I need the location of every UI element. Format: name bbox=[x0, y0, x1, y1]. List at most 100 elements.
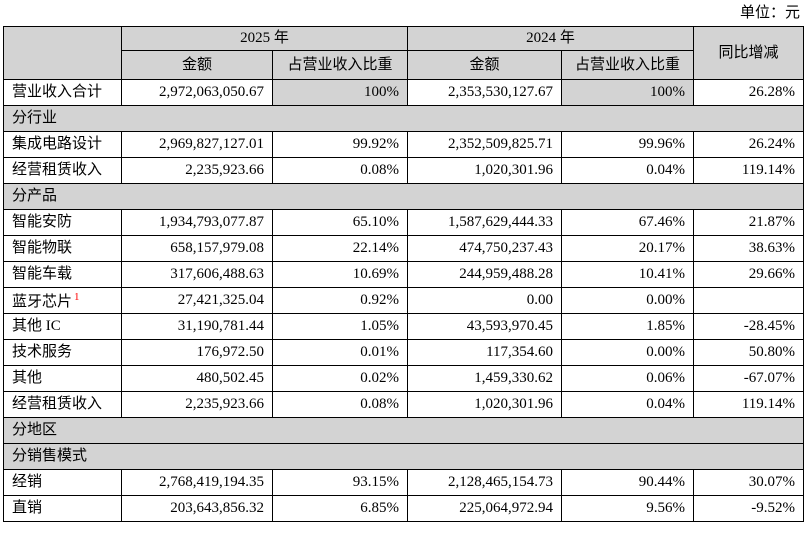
section-row: 分地区 bbox=[2, 417, 805, 444]
row-label: 其他 IC bbox=[3, 313, 122, 340]
pct-2024-cell: 0.06% bbox=[561, 365, 695, 392]
pct-2024-cell: 1.85% bbox=[561, 313, 695, 340]
table-row: 智能安防 1,934,793,077.87 65.10% 1,587,629,444.… bbox=[3, 209, 805, 236]
row-label: 技术服务 bbox=[3, 339, 122, 366]
section-label: 分行业 bbox=[2, 105, 805, 132]
section-row: 分行业 bbox=[2, 105, 805, 132]
yoy-cell: -9.52% bbox=[693, 495, 805, 522]
pct-2025-cell: 99.92% bbox=[271, 131, 409, 158]
amount-2025-cell: 27,421,325.04 bbox=[121, 287, 273, 314]
section-row: 分产品 bbox=[2, 183, 805, 210]
row-label: 经销 bbox=[3, 469, 122, 496]
table-row: 经营租赁收入 2,235,923.66 0.08% 1,020,301.96 0.04%… bbox=[3, 157, 805, 184]
row-label: 经营租赁收入 bbox=[3, 391, 122, 418]
header-row-years: 2025 年 2024 年 同比增减 bbox=[3, 26, 805, 80]
amount-2025-cell: 2,235,923.66 bbox=[121, 157, 273, 184]
pct-2024-cell: 9.56% bbox=[561, 495, 695, 522]
amount-2024-cell: 43,593,970.45 bbox=[407, 313, 563, 340]
amount-2024-cell: 1,459,330.62 bbox=[407, 365, 563, 392]
amount-2025-cell: 31,190,781.44 bbox=[121, 313, 273, 340]
amount-2025-cell: 203,643,856.32 bbox=[121, 495, 273, 522]
pct-2025-cell: 93.15% bbox=[271, 469, 409, 496]
pct-2024-cell: 10.41% bbox=[561, 261, 695, 288]
pct-2024-cell: 20.17% bbox=[561, 235, 695, 262]
pct-2025-cell: 22.14% bbox=[271, 235, 409, 262]
footnote-superscript: 1 bbox=[74, 290, 80, 303]
amount-2024-cell: 1,020,301.96 bbox=[407, 391, 563, 418]
row-label: 智能车载 bbox=[3, 261, 122, 288]
table-row: 经销 2,768,419,194.35 93.15% 2,128,465,154.73… bbox=[3, 469, 805, 496]
pct-2024-cell: 0.04% bbox=[561, 391, 695, 418]
amount-2024-cell: 2,353,530,127.67 bbox=[407, 79, 563, 106]
amount-2025-cell: 2,768,419,194.35 bbox=[121, 469, 273, 496]
section-label: 分产品 bbox=[2, 183, 805, 210]
amount-2024-cell: 1,587,629,444.33 bbox=[407, 209, 563, 236]
pct-2025-cell: 0.08% bbox=[271, 157, 409, 184]
table-row: 经营租赁收入 2,235,923.66 0.08% 1,020,301.96 0.04%… bbox=[3, 391, 805, 418]
pct-2025-cell: 0.08% bbox=[271, 391, 409, 418]
table-row: 其他 IC 31,190,781.44 1.05% 43,593,970.45 1.85… bbox=[3, 313, 805, 340]
amount-2025-cell: 176,972.50 bbox=[121, 339, 273, 366]
amount-2024-cell: 244,959,488.28 bbox=[407, 261, 563, 288]
pct-2024-cell: 100% bbox=[561, 79, 695, 106]
row-label: 智能物联 bbox=[3, 235, 122, 262]
pct-2025-cell: 6.85% bbox=[271, 495, 409, 522]
yoy-cell: 38.63% bbox=[693, 235, 805, 262]
table-row: 其他 480,502.45 0.02% 1,459,330.62 0.06% -67.07… bbox=[3, 365, 805, 392]
yoy-cell: 30.07% bbox=[693, 469, 805, 496]
amount-2025-cell: 2,235,923.66 bbox=[121, 391, 273, 418]
row-label: 智能安防 bbox=[3, 209, 122, 236]
section-label: 分销售模式 bbox=[2, 443, 805, 470]
section-row: 分销售模式 bbox=[2, 443, 805, 470]
pct-2024-cell: 0.00% bbox=[561, 339, 695, 366]
revenue-table: 2025 年 2024 年 同比增减 金额 占营业收入比重 金额 占营业收入比重… bbox=[2, 26, 805, 522]
amount-2024-cell: 474,750,237.43 bbox=[407, 235, 563, 262]
amount-2024-cell: 0.00 bbox=[407, 287, 563, 314]
yoy-cell: 119.14% bbox=[693, 391, 805, 418]
yoy-cell: 29.66% bbox=[693, 261, 805, 288]
pct-2024-cell: 90.44% bbox=[561, 469, 695, 496]
yoy-cell: 26.28% bbox=[693, 79, 805, 106]
amount-2025-cell: 2,972,063,050.67 bbox=[121, 79, 273, 106]
row-label: 经营租赁收入 bbox=[3, 157, 122, 184]
amount-2024-cell: 225,064,972.94 bbox=[407, 495, 563, 522]
pct-2025-cell: 0.01% bbox=[271, 339, 409, 366]
row-label: 营业收入合计 bbox=[3, 79, 122, 106]
yoy-cell: 119.14% bbox=[693, 157, 805, 184]
table-body: 营业收入合计 2,972,063,050.67 100% 2,353,530,127.… bbox=[2, 79, 805, 522]
amount-2025-header: 金额 bbox=[121, 50, 273, 80]
row-label: 直销 bbox=[3, 495, 122, 522]
pct-2024-cell: 67.46% bbox=[561, 209, 695, 236]
pct-2025-cell: 0.92% bbox=[271, 287, 409, 314]
table-header: 2025 年 2024 年 同比增减 金额 占营业收入比重 金额 占营业收入比重 bbox=[3, 26, 805, 80]
table-row: 蓝牙芯片 1 27,421,325.04 0.92% 0.00 0.00% bbox=[3, 287, 805, 314]
corner-blank-cell bbox=[3, 26, 122, 80]
pct-2024-header: 占营业收入比重 bbox=[561, 50, 695, 80]
year-2024-header: 2024 年 bbox=[407, 26, 695, 51]
amount-2025-cell: 480,502.45 bbox=[121, 365, 273, 392]
pct-2025-cell: 65.10% bbox=[271, 209, 409, 236]
table-row: 集成电路设计 2,969,827,127.01 99.92% 2,352,509,82… bbox=[3, 131, 805, 158]
yoy-cell bbox=[693, 287, 805, 314]
table-row: 智能车载 317,606,488.63 10.69% 244,959,488.28 10… bbox=[3, 261, 805, 288]
yoy-header: 同比增减 bbox=[693, 26, 805, 80]
amount-2025-cell: 317,606,488.63 bbox=[121, 261, 273, 288]
section-label: 分地区 bbox=[2, 417, 805, 444]
unit-label: 单位：元 bbox=[739, 5, 800, 21]
pct-2025-cell: 10.69% bbox=[271, 261, 409, 288]
amount-2025-cell: 658,157,979.08 bbox=[121, 235, 273, 262]
amount-2025-cell: 1,934,793,077.87 bbox=[121, 209, 273, 236]
yoy-cell: -67.07% bbox=[693, 365, 805, 392]
row-label: 集成电路设计 bbox=[3, 131, 122, 158]
yoy-cell: 21.87% bbox=[693, 209, 805, 236]
pct-2024-cell: 99.96% bbox=[561, 131, 695, 158]
pct-2025-header: 占营业收入比重 bbox=[271, 50, 409, 80]
amount-2025-cell: 2,969,827,127.01 bbox=[121, 131, 273, 158]
table-row: 技术服务 176,972.50 0.01% 117,354.60 0.00% 50.80% bbox=[3, 339, 805, 366]
amount-2024-cell: 2,352,509,825.71 bbox=[407, 131, 563, 158]
header-row-measures: 金额 占营业收入比重 金额 占营业收入比重 bbox=[4, 50, 804, 80]
pct-2024-cell: 0.04% bbox=[561, 157, 695, 184]
amount-2024-cell: 117,354.60 bbox=[407, 339, 563, 366]
table-row: 营业收入合计 2,972,063,050.67 100% 2,353,530,127.… bbox=[3, 79, 805, 106]
